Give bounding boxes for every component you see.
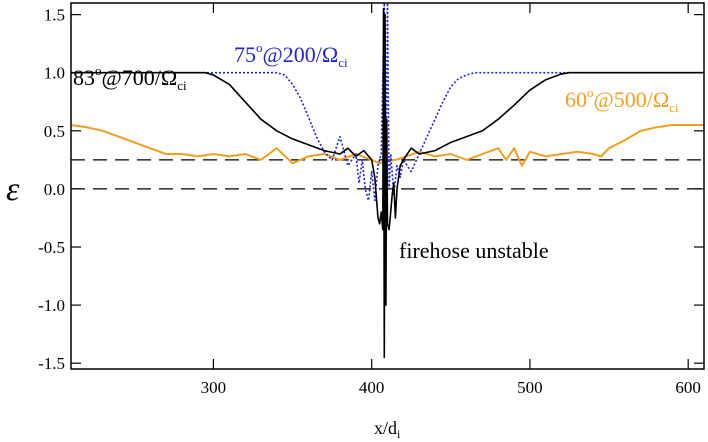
annotation-blue-sub: ci bbox=[338, 55, 348, 70]
annotation-black: 83o@700/Ωci bbox=[73, 63, 187, 93]
series-layer bbox=[71, 3, 704, 359]
y-tick-label: 1.5 bbox=[44, 6, 65, 25]
annotation-orange-main: 60 bbox=[565, 87, 587, 112]
x-tick-label: 300 bbox=[201, 378, 227, 397]
series-line-blue bbox=[71, 3, 704, 202]
annotation-orange-sup: o bbox=[587, 85, 594, 100]
annotation-black-after: @700/Ω bbox=[102, 65, 178, 90]
plot-frame bbox=[70, 2, 705, 370]
annotations: 83o@700/Ωci 75o@200/Ωci 60o@500/Ωci fire… bbox=[73, 40, 679, 263]
y-tick-label: 0.5 bbox=[44, 122, 65, 141]
x-tick-label: 500 bbox=[517, 378, 543, 397]
annotation-orange-sub: ci bbox=[669, 100, 679, 115]
x-axis-label: x/di bbox=[374, 418, 401, 441]
series-line-orange bbox=[71, 124, 704, 167]
x-axis-label-sub: i bbox=[397, 427, 401, 441]
annotation-firehose: firehose unstable bbox=[399, 238, 549, 263]
annotation-black-main: 83 bbox=[73, 65, 95, 90]
series-line-black bbox=[71, 8, 704, 359]
x-tick-label: 600 bbox=[675, 378, 701, 397]
y-tick-label: -0.5 bbox=[38, 238, 65, 257]
y-tick-label: -1.0 bbox=[38, 296, 65, 315]
annotation-orange: 60o@500/Ωci bbox=[565, 85, 679, 115]
annotation-black-sub: ci bbox=[177, 78, 187, 93]
y-tick-label: 1.0 bbox=[44, 64, 65, 83]
y-tick-label: 0.0 bbox=[44, 180, 65, 199]
annotation-blue: 75o@200/Ωci bbox=[234, 40, 348, 70]
y-tick-label: -1.5 bbox=[38, 354, 65, 373]
y-axis-label: ε bbox=[6, 171, 20, 208]
annotation-blue-main: 75 bbox=[234, 42, 256, 67]
axis-ticks: 300 400 500 600 -1.5 -1.0 -0.5 0.0 0.5 1.0 1.5 bbox=[38, 3, 704, 397]
annotation-black-sup: o bbox=[95, 63, 102, 78]
annotation-blue-after: @200/Ω bbox=[263, 42, 339, 67]
annotation-orange-after: @500/Ω bbox=[594, 87, 670, 112]
annotation-blue-sup: o bbox=[256, 40, 263, 55]
x-axis-label-main: x/d bbox=[374, 418, 397, 438]
x-tick-label: 400 bbox=[359, 378, 385, 397]
